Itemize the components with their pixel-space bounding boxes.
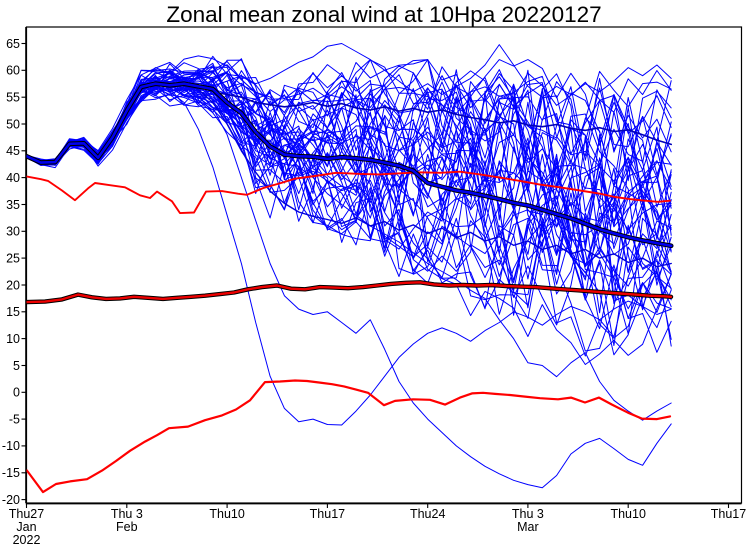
svg-text:Thu17: Thu17	[711, 507, 746, 521]
svg-text:0: 0	[13, 386, 20, 400]
svg-text:30: 30	[6, 225, 20, 239]
svg-text:40: 40	[6, 171, 20, 185]
svg-text:-15: -15	[2, 466, 20, 480]
svg-text:-5: -5	[9, 412, 20, 426]
svg-text:Thu27: Thu27	[9, 507, 44, 521]
svg-text:20: 20	[6, 278, 20, 292]
svg-text:60: 60	[6, 64, 20, 78]
svg-text:25: 25	[6, 251, 20, 265]
svg-text:Zonal mean zonal wind at 10Hpa: Zonal mean zonal wind at 10Hpa 20220127	[166, 2, 601, 27]
svg-text:-20: -20	[2, 493, 20, 507]
svg-text:55: 55	[6, 91, 20, 105]
svg-text:Mar: Mar	[517, 520, 539, 534]
svg-text:15: 15	[6, 305, 20, 319]
svg-text:45: 45	[6, 144, 20, 158]
svg-text:Thu24: Thu24	[410, 507, 445, 521]
svg-text:35: 35	[6, 198, 20, 212]
svg-text:Feb: Feb	[116, 520, 138, 534]
svg-text:-10: -10	[2, 439, 20, 453]
svg-text:Thu 3: Thu 3	[512, 507, 544, 521]
svg-text:Thu10: Thu10	[610, 507, 645, 521]
svg-text:Jan: Jan	[16, 520, 36, 534]
svg-text:2022: 2022	[13, 533, 41, 547]
svg-text:Thu17: Thu17	[310, 507, 345, 521]
svg-text:5: 5	[13, 359, 20, 373]
svg-text:65: 65	[6, 37, 20, 51]
svg-text:10: 10	[6, 332, 20, 346]
svg-text:50: 50	[6, 117, 20, 131]
svg-text:Thu 3: Thu 3	[111, 507, 143, 521]
svg-text:Thu10: Thu10	[209, 507, 244, 521]
